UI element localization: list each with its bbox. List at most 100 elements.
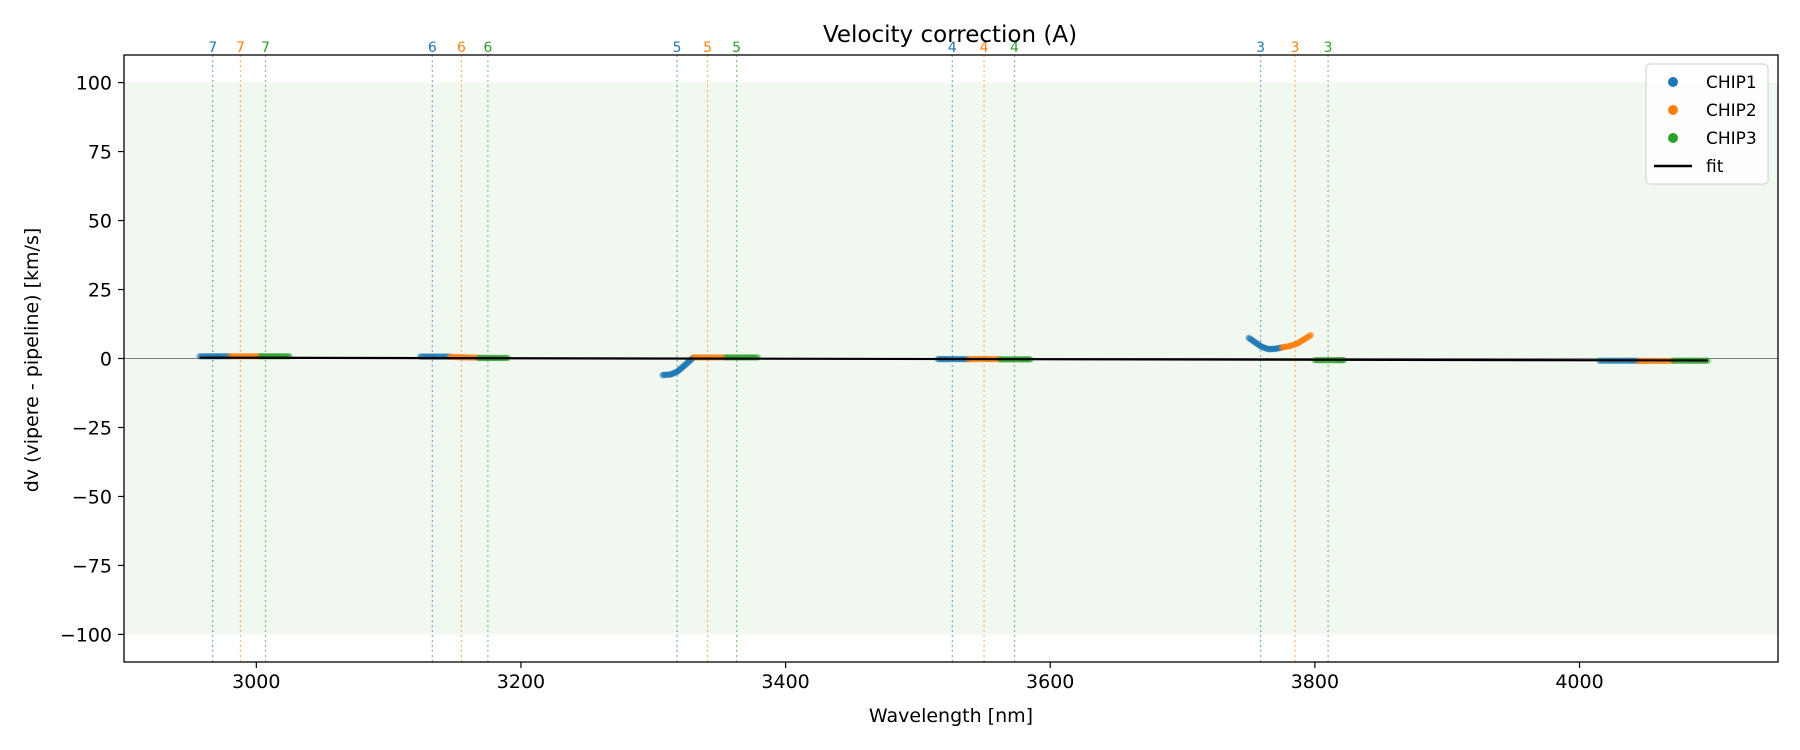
legend-box xyxy=(1645,63,1769,185)
data-point xyxy=(676,366,683,373)
data-point xyxy=(1272,345,1280,352)
legend-label: CHIP3 xyxy=(1706,129,1757,149)
data-point xyxy=(1271,345,1279,353)
legend: CHIP1 CHIP2 CHIP3 fit xyxy=(1645,63,1769,185)
legend-label: CHIP1 xyxy=(1706,73,1757,93)
x-tick-label: 3400 xyxy=(761,671,809,693)
data-point xyxy=(1278,344,1286,351)
data-point xyxy=(1293,340,1300,347)
data-point xyxy=(1271,345,1278,353)
x-tick-label: 3200 xyxy=(497,671,545,693)
data-point xyxy=(681,361,689,369)
y-tick-label: 25 xyxy=(88,280,112,302)
data-point xyxy=(1303,334,1310,341)
data-point xyxy=(673,368,681,375)
data-point xyxy=(1247,335,1254,343)
data-point xyxy=(1250,338,1257,345)
data-point xyxy=(1287,342,1294,349)
data-point xyxy=(1301,335,1308,343)
data-point xyxy=(1253,340,1261,347)
data-point xyxy=(1278,344,1286,351)
data-point xyxy=(679,363,687,370)
x-axis-label: Wavelength [nm] xyxy=(869,705,1033,727)
order-label: 5 xyxy=(673,40,682,56)
data-point xyxy=(1257,342,1264,350)
order-label: 6 xyxy=(457,40,466,56)
data-point xyxy=(1260,344,1267,351)
data-point xyxy=(1256,342,1263,349)
data-point xyxy=(1270,345,1277,353)
data-point xyxy=(668,370,676,378)
data-point xyxy=(1286,342,1293,350)
data-point xyxy=(1274,345,1281,352)
data-point xyxy=(1275,344,1282,352)
order-label: 7 xyxy=(208,40,217,56)
data-point xyxy=(1249,337,1257,344)
legend-label: fit xyxy=(1706,157,1724,177)
data-point xyxy=(1280,343,1287,351)
data-point xyxy=(1284,343,1291,350)
data-point xyxy=(1297,338,1305,345)
data-point xyxy=(1254,340,1262,348)
data-point xyxy=(1262,344,1269,352)
data-point xyxy=(1248,336,1255,343)
data-point xyxy=(675,366,683,374)
data-point xyxy=(1294,340,1301,347)
data-point xyxy=(1261,344,1268,351)
data-point xyxy=(1262,345,1270,352)
data-point xyxy=(1258,343,1266,351)
data-point xyxy=(1300,336,1307,343)
order-label: 4 xyxy=(1010,40,1019,56)
data-point xyxy=(684,359,691,366)
data-point xyxy=(668,370,675,378)
data-point xyxy=(1283,343,1290,350)
data-point xyxy=(660,371,667,379)
data-point xyxy=(1290,341,1297,348)
x-axis: 3000 3200 3400 3600 3800 4000 xyxy=(232,662,1604,693)
data-point xyxy=(680,362,687,370)
y-tick-label: −75 xyxy=(72,555,112,577)
y-tick-label: −50 xyxy=(72,486,112,508)
data-point xyxy=(1259,343,1266,351)
data-point xyxy=(681,362,688,369)
data-point xyxy=(1251,338,1258,346)
data-point xyxy=(1296,339,1303,346)
data-point xyxy=(1266,345,1273,353)
data-point xyxy=(679,364,686,371)
data-point xyxy=(1298,337,1306,344)
data-point xyxy=(1273,345,1281,352)
order-label: 5 xyxy=(703,40,712,56)
data-point xyxy=(672,369,679,376)
data-point xyxy=(682,361,689,368)
data-point xyxy=(665,371,672,378)
x-tick-label: 4000 xyxy=(1555,671,1603,693)
data-point xyxy=(673,368,680,376)
data-point xyxy=(1288,342,1295,349)
legend-swatch-dot xyxy=(1668,77,1678,87)
data-point xyxy=(1245,334,1252,342)
y-tick-label: −25 xyxy=(72,417,112,439)
fit-line xyxy=(199,356,1708,362)
data-point xyxy=(670,369,677,377)
data-point xyxy=(1276,344,1283,352)
data-point xyxy=(1277,344,1285,351)
data-point xyxy=(677,365,684,373)
data-point xyxy=(683,360,691,367)
data-point xyxy=(661,371,668,379)
order-label: 3 xyxy=(1291,40,1300,56)
data-point xyxy=(1704,357,1712,364)
data-point xyxy=(1279,344,1286,351)
data-point xyxy=(1268,345,1276,353)
data-point xyxy=(1257,343,1265,350)
data-point xyxy=(659,371,666,379)
data-point xyxy=(664,371,671,378)
data-point xyxy=(1267,345,1275,353)
data-point xyxy=(677,365,685,372)
data-point xyxy=(1281,343,1288,351)
data-point xyxy=(1267,345,1274,353)
order-label: 5 xyxy=(732,40,741,56)
data-point xyxy=(1269,345,1276,353)
